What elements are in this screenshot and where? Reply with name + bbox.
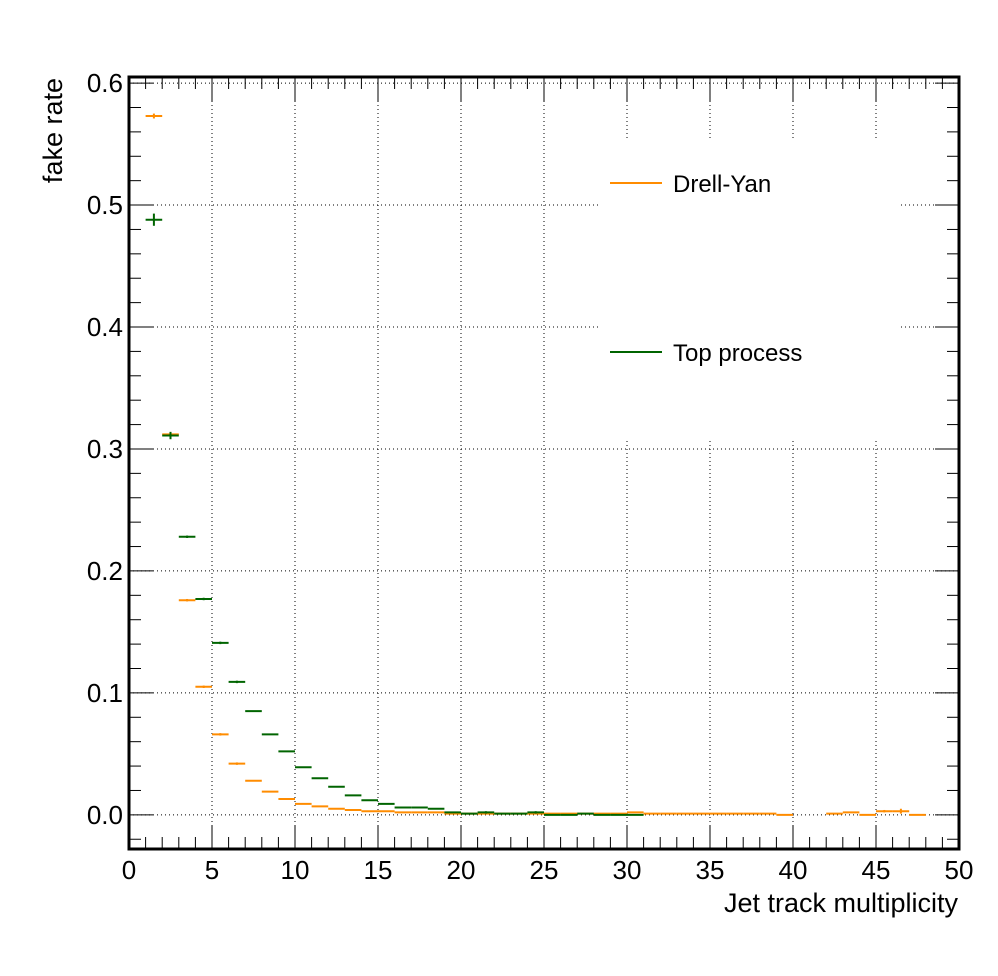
x-tick-label: 15 — [364, 855, 393, 885]
x-tick-label: 35 — [696, 855, 725, 885]
y-tick-label: 0.0 — [87, 800, 123, 830]
y-tick-label: 0.6 — [87, 68, 123, 98]
axis-ticks — [128, 77, 960, 849]
x-tick-label: 40 — [779, 855, 808, 885]
x-tick-label: 30 — [613, 855, 642, 885]
series-top-process — [145, 213, 644, 816]
y-tick-label: 0.3 — [87, 434, 123, 464]
legend-label-drell-yan: Drell-Yan — [673, 171, 771, 198]
x-tick-label: 20 — [447, 855, 476, 885]
x-tick-label: 25 — [530, 855, 559, 885]
legend-label-top-process: Top process — [673, 340, 802, 367]
x-tick-label: 45 — [862, 855, 891, 885]
x-axis-label: Jet track multiplicity — [724, 888, 959, 918]
x-tick-label: 50 — [945, 855, 974, 885]
legend-background — [598, 140, 900, 440]
series-layer — [145, 113, 926, 816]
x-tick-label: 5 — [205, 855, 219, 885]
y-tick-label: 0.4 — [87, 312, 123, 342]
y-axis-label: fake rate — [38, 78, 68, 183]
x-tick-label: 0 — [122, 855, 136, 885]
plot-frame — [127, 75, 961, 851]
y-tick-label: 0.2 — [87, 556, 123, 586]
x-tick-label: 10 — [281, 855, 310, 885]
y-tick-label: 0.1 — [87, 678, 123, 708]
legend: Drell-Yan Top process — [610, 171, 802, 367]
tick-labels: 0 5 10 15 20 25 30 35 40 45 50 0.0 0.1 0.2 0.3 0.4 0.5 0.… — [87, 68, 974, 885]
y-tick-label: 0.5 — [87, 190, 123, 220]
